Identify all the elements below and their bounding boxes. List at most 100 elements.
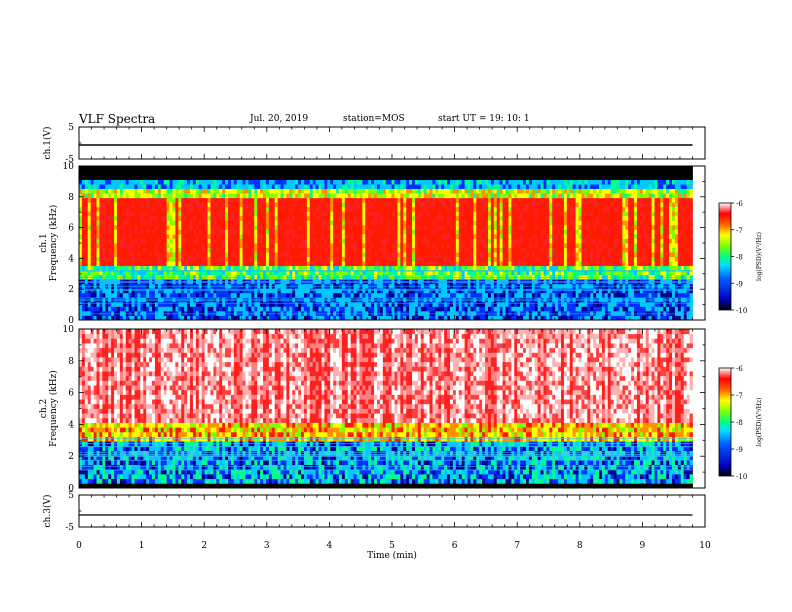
- ch1-spectrogram-cell: [154, 270, 159, 276]
- ch1-spectrogram-cell: [371, 215, 375, 221]
- ch1-spectrogram-cell: [382, 252, 387, 257]
- ch1-spectrogram-cell: [289, 270, 293, 276]
- ch1-spectrogram-cell: [333, 166, 337, 171]
- ch1-spectrogram-cell: [306, 238, 311, 244]
- ch1-spectrogram-cell: [315, 215, 319, 221]
- ch1-spectrogram-cell: [122, 175, 127, 180]
- ch1-spectrogram-cell: [265, 220, 270, 226]
- ch1-spectrogram-cell: [190, 179, 194, 185]
- ch1-spectrogram-cell: [309, 220, 314, 226]
- ch1-spectrogram-cell: [207, 197, 211, 203]
- ch1-spectrogram-cell: [263, 202, 267, 208]
- ch1-spectrogram-cell: [184, 261, 188, 267]
- ch1-spectrogram-cell: [309, 233, 314, 239]
- ch1-spectrogram-cell: [426, 175, 430, 180]
- ch1-spectrogram-cell: [265, 166, 270, 171]
- ch1-spectrogram-cell: [368, 292, 372, 298]
- ch1-spectrogram-cell: [298, 310, 302, 316]
- ch1-spectrogram-cell: [496, 202, 501, 208]
- ch1-spectrogram-cell: [254, 247, 258, 253]
- ch1-spectrogram-cell: [412, 224, 416, 230]
- ch1-spectrogram-cell: [84, 243, 89, 248]
- ch1-spectrogram-cell: [303, 166, 308, 171]
- ch1-spectrogram-cell: [423, 315, 428, 321]
- ch1-spectrogram-cell: [154, 170, 159, 176]
- ch1-spectrogram-cell: [84, 301, 89, 307]
- ch1-spectrogram-cell: [131, 306, 135, 312]
- ch1-spectrogram-cell: [277, 310, 281, 316]
- ch1-spectrogram-cell: [268, 261, 273, 267]
- ch1-spectrogram-cell: [292, 166, 296, 171]
- ch1-spectrogram-cell: [116, 306, 121, 312]
- ch1-spectrogram-cell: [236, 243, 241, 248]
- ch1-spectrogram-cell: [371, 297, 375, 303]
- ch1-spectrogram-cell: [365, 206, 369, 212]
- ch1-spectrogram-cell: [306, 229, 311, 235]
- ch1-spectrogram-cell: [81, 315, 86, 321]
- ch1-spectrogram-cell: [152, 211, 156, 217]
- ch1-spectrogram-cell: [154, 247, 159, 253]
- ch1-spectrogram-cell: [149, 193, 153, 199]
- ch1-spectrogram-cell: [368, 315, 372, 321]
- ch1-spectrogram-cell: [204, 188, 208, 194]
- ch1-spectrogram-cell: [195, 306, 200, 312]
- ch1-spectrogram-cell: [146, 306, 150, 312]
- ch1-spectrogram-cell: [277, 270, 281, 276]
- ch1-spectrogram-cell: [309, 206, 314, 212]
- ch1-spectrogram-cell: [432, 220, 436, 226]
- ch1-spectrogram-cell: [412, 243, 416, 248]
- ch1-spectrogram-cell: [321, 220, 325, 226]
- ch1-spectrogram-cell: [216, 256, 220, 262]
- ch1-spectrogram-cell: [502, 238, 506, 244]
- ch1-spectrogram-cell: [406, 238, 410, 244]
- ch1-spectrogram-cell: [166, 179, 170, 185]
- ch1-spectrogram-cell: [476, 247, 480, 253]
- ch1-spectrogram-cell: [473, 292, 477, 298]
- ch1-spectrogram-cell: [452, 179, 457, 185]
- ch1-spectrogram-cell: [257, 252, 261, 257]
- ch1-spectrogram-cell: [417, 261, 422, 267]
- ch1-spectrogram-cell: [280, 188, 284, 194]
- ch1-spectrogram-cell: [198, 197, 203, 203]
- ch1-spectrogram-cell: [464, 265, 468, 271]
- ch1-spectrogram-cell: [496, 175, 501, 180]
- ch1-spectrogram-cell: [175, 202, 179, 208]
- ch1-spectrogram-cell: [93, 220, 97, 226]
- ch1-spectrogram-cell: [245, 215, 249, 221]
- ch1-spectrogram-cell: [87, 206, 92, 212]
- ch1-spectrogram-cell: [409, 256, 413, 262]
- ch1-spectrogram-cell: [102, 193, 106, 199]
- ch1-spectrogram-cell: [376, 292, 381, 298]
- ch1-spectrogram-cell: [128, 256, 132, 262]
- ch1-spectrogram-cell: [312, 220, 317, 226]
- ch1-spectrogram-cell: [163, 193, 168, 199]
- ch1-spectrogram-cell: [154, 306, 159, 312]
- ch1-spectrogram-cell: [505, 233, 509, 239]
- ch1-spectrogram-cell: [260, 206, 264, 212]
- ch1-spectrogram-cell: [321, 310, 325, 316]
- ch1-spectrogram-cell: [321, 175, 325, 180]
- ch1-spectrogram-cell: [292, 211, 296, 217]
- ch1-spectrogram-cell: [90, 166, 95, 171]
- ch1-spectrogram-cell: [394, 261, 398, 267]
- ch1-spectrogram-cell: [239, 197, 243, 203]
- ch1-spectrogram-cell: [330, 184, 334, 190]
- ch1-spectrogram-cell: [79, 184, 83, 190]
- ch1-spectrogram-cell: [499, 197, 503, 203]
- ch1-spectrogram-cell: [379, 252, 384, 257]
- ch1-spectrogram-cell: [283, 238, 287, 244]
- ch1-spectrogram-cell: [181, 233, 185, 239]
- ch1-spectrogram-cell: [382, 256, 387, 262]
- ch1-spectrogram-cell: [464, 184, 468, 190]
- ch1-spectrogram-cell: [274, 292, 279, 298]
- ch1-spectrogram-cell: [426, 306, 430, 312]
- ch1-spectrogram-cell: [306, 224, 311, 230]
- ch1-spectrogram-cell: [207, 179, 211, 185]
- ch1-spectrogram-cell: [271, 229, 276, 235]
- ch1-spectrogram-cell: [213, 188, 217, 194]
- ch1-spectrogram-cell: [301, 206, 305, 212]
- ch1-spectrogram-cell: [376, 238, 381, 244]
- ch1-spectrogram-cell: [414, 170, 419, 176]
- ch1-spectrogram-cell: [242, 193, 246, 199]
- ch1-spectrogram-cell: [464, 247, 468, 253]
